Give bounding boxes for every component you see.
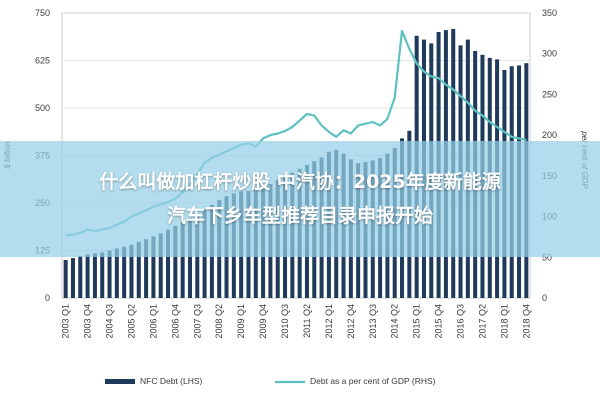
- bar-nfc-debt: [114, 248, 119, 298]
- bar-nfc-debt: [144, 239, 149, 298]
- x-tick-label: 2005 Q2: [126, 304, 136, 339]
- x-tick-label: 2017 Q2: [477, 304, 487, 339]
- x-tick-label: 2009 Q1: [236, 304, 246, 339]
- y-right-tick-label: 0: [542, 293, 547, 303]
- y-left-tick-label: 750: [35, 8, 50, 18]
- x-tick-label: 2014 Q2: [390, 304, 400, 339]
- y-right-tick-label: 50: [542, 252, 552, 262]
- legend-swatch-nfc-debt: [105, 379, 135, 384]
- x-tick-label: 2015 Q4: [434, 304, 444, 339]
- y-left-tick-label: 625: [35, 56, 50, 66]
- bar-nfc-debt: [92, 253, 97, 298]
- bar-nfc-debt: [107, 250, 112, 298]
- x-tick-label: 2018 Q1: [499, 304, 509, 339]
- y-right-tick-label: 250: [542, 89, 557, 99]
- bar-nfc-debt: [63, 260, 68, 298]
- x-tick-label: 2008 Q2: [214, 304, 224, 339]
- x-tick-label: 2004 Q3: [105, 304, 115, 339]
- legend-label-nfc-debt: NFC Debt (LHS): [140, 376, 203, 386]
- headline-line-2: 汽车下乡车型推荐目录申报开始: [166, 205, 433, 227]
- bar-nfc-debt: [136, 241, 141, 298]
- bar-nfc-debt: [151, 236, 156, 298]
- headline-line-1: 什么叫做加杠杆炒股 中汽协：2025年度新能源: [99, 171, 501, 193]
- bar-nfc-debt: [129, 244, 134, 298]
- bar-nfc-debt: [187, 218, 192, 298]
- bar-nfc-debt: [78, 256, 83, 298]
- y-left-tick-label: 0: [45, 293, 50, 303]
- x-tick-label: 2015 Q1: [412, 304, 422, 339]
- bar-nfc-debt: [100, 252, 105, 298]
- bar-nfc-debt: [166, 229, 171, 298]
- bar-nfc-debt: [173, 225, 178, 298]
- y-right-tick-label: 200: [542, 130, 557, 140]
- x-tick-label: 2012 Q1: [324, 304, 334, 339]
- x-tick-label: 2006 Q1: [148, 304, 158, 339]
- bar-nfc-debt: [70, 258, 75, 298]
- bar-nfc-debt: [85, 254, 90, 298]
- x-tick-label: 2003 Q4: [83, 304, 93, 339]
- x-tick-label: 2006 Q4: [170, 304, 180, 339]
- x-tick-label: 2018 Q4: [521, 304, 531, 339]
- x-tick-label: 2003 Q1: [61, 304, 71, 339]
- x-tick-label: 2012 Q4: [346, 304, 356, 339]
- x-tick-label: 2016 Q3: [456, 304, 466, 339]
- y-right-tick-label: 300: [542, 49, 557, 59]
- x-tick-label: 2013 Q3: [368, 304, 378, 339]
- bar-nfc-debt: [122, 246, 127, 298]
- y-right-tick-label: 350: [542, 8, 557, 18]
- x-tick-label: 2009 Q4: [258, 304, 268, 339]
- x-tick-label: 2010 Q3: [280, 304, 290, 339]
- x-tick-label: 2011 Q2: [302, 304, 312, 338]
- headline-banner[interactable]: 什么叫做加杠杆炒股 中汽协：2025年度新能源 汽车下乡车型推荐目录申报开始: [0, 141, 600, 257]
- y-left-tick-label: 500: [35, 103, 50, 113]
- x-tick-label: 2007 Q3: [192, 304, 202, 339]
- bar-nfc-debt: [158, 233, 163, 298]
- bar-nfc-debt: [180, 222, 185, 298]
- legend-label-debt-pct-gdp: Debt as a per cent of GDP (RHS): [310, 376, 436, 386]
